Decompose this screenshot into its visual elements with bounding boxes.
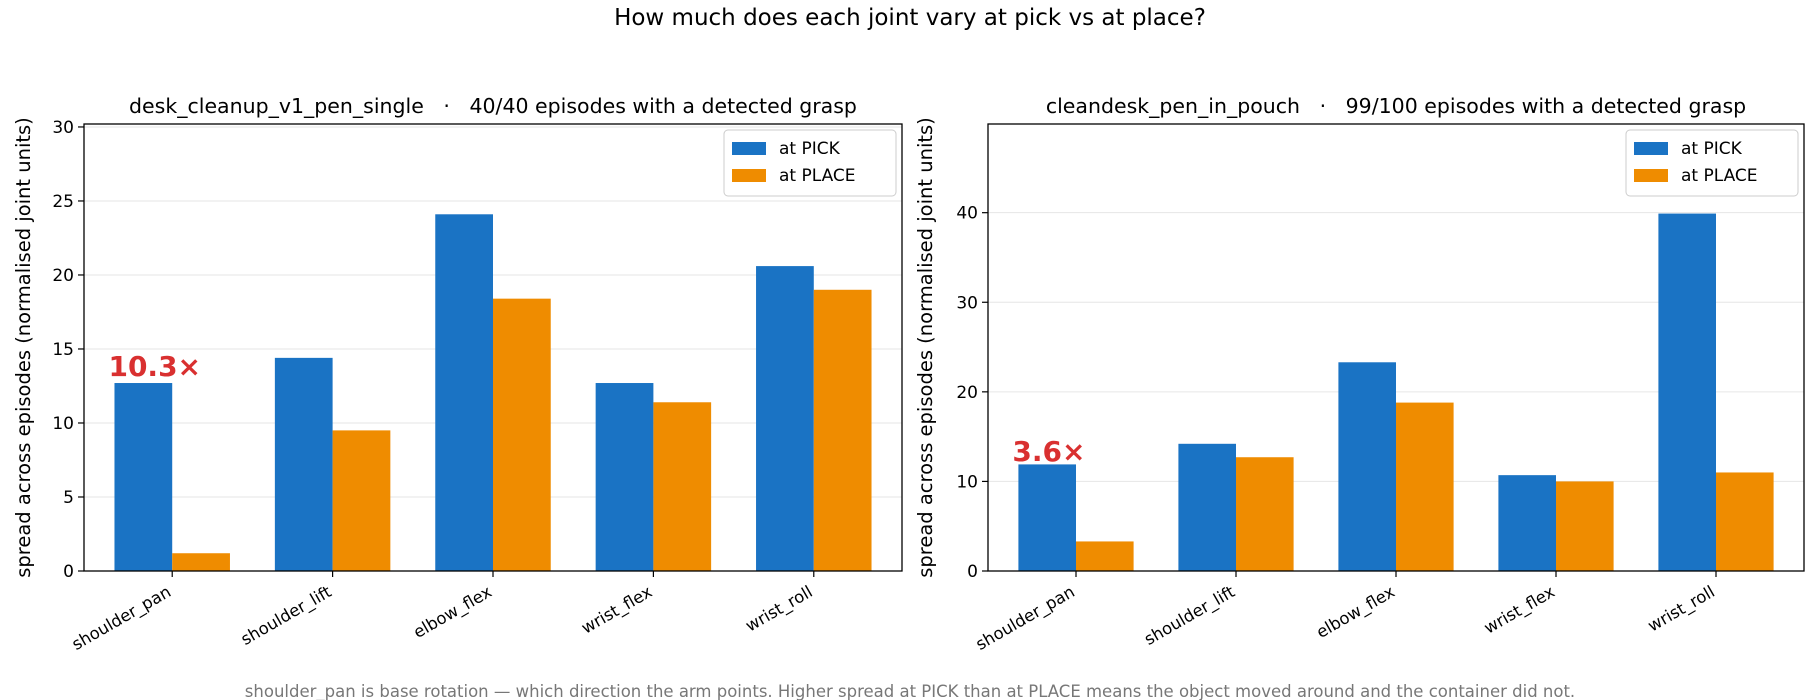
bar-pick bbox=[1018, 464, 1076, 571]
legend-swatch-place bbox=[732, 169, 766, 182]
x-tick-label: shoulder_lift bbox=[238, 582, 336, 650]
x-tick-label: elbow_flex bbox=[410, 582, 496, 643]
figure-suptitle: How much does each joint vary at pick vs… bbox=[614, 5, 1206, 31]
y-tick-label: 20 bbox=[52, 266, 74, 286]
y-tick-label: 0 bbox=[63, 562, 74, 582]
x-tick-label: shoulder_pan bbox=[69, 582, 175, 655]
x-tick-label: shoulder_lift bbox=[1141, 582, 1239, 650]
bar-place bbox=[653, 402, 712, 571]
y-tick-label: 30 bbox=[52, 118, 74, 138]
y-tick-label: 0 bbox=[967, 562, 978, 582]
y-tick-label: 20 bbox=[956, 383, 978, 403]
legend-swatch-pick bbox=[732, 142, 766, 155]
x-tick-label: wrist_flex bbox=[578, 582, 656, 639]
y-tick-label: 10 bbox=[956, 472, 978, 492]
chart-left: 0 5 10 15 20 25 30 shoulder_pan shoulder_lift elb… bbox=[12, 94, 903, 655]
figure-footnote: shoulder_pan is base rotation — which di… bbox=[245, 682, 1575, 700]
bar-pick bbox=[756, 266, 814, 571]
bar-place bbox=[332, 430, 391, 571]
bar-pick bbox=[1498, 475, 1556, 571]
bar-place bbox=[1076, 541, 1134, 571]
bar-place bbox=[1396, 402, 1454, 571]
legend: at PICK at PLACE bbox=[723, 129, 897, 197]
x-tick-label: elbow_flex bbox=[1313, 582, 1399, 643]
bar-place bbox=[1236, 457, 1294, 571]
ratio-annotation: 3.6× bbox=[1012, 435, 1085, 468]
bar-pick bbox=[114, 383, 173, 571]
legend-label-place: at PLACE bbox=[1681, 166, 1758, 186]
legend-label-pick: at PICK bbox=[1681, 139, 1743, 159]
legend: at PICK at PLACE bbox=[1625, 129, 1799, 197]
y-tick-label: 10 bbox=[52, 414, 74, 434]
bar-place bbox=[1716, 472, 1774, 571]
bar-pick bbox=[274, 357, 333, 571]
bar-pick bbox=[1338, 362, 1396, 571]
x-tick-label: wrist_roll bbox=[742, 582, 816, 636]
bar-pick bbox=[435, 214, 493, 571]
x-tick-label: wrist_flex bbox=[1481, 582, 1559, 639]
bar-place bbox=[813, 289, 872, 571]
legend-label-place: at PLACE bbox=[779, 166, 856, 186]
bar-place bbox=[172, 553, 230, 571]
x-tick-label: wrist_roll bbox=[1645, 582, 1719, 636]
y-axis-label: spread across episodes (normalised joint… bbox=[914, 117, 937, 578]
x-tick-label: shoulder_pan bbox=[972, 582, 1078, 655]
legend-swatch-pick bbox=[1634, 142, 1668, 155]
ratio-annotation: 10.3× bbox=[108, 350, 201, 383]
bar-place bbox=[493, 298, 551, 571]
y-axis-label: spread across episodes (normalised joint… bbox=[12, 117, 35, 578]
bar-pick bbox=[1658, 213, 1716, 571]
legend-box bbox=[723, 129, 897, 197]
legend-swatch-place bbox=[1634, 169, 1668, 182]
bar-place bbox=[1556, 481, 1614, 571]
y-tick-label: 5 bbox=[63, 488, 74, 508]
bar-pick bbox=[1178, 443, 1236, 571]
chart-right: 0 10 20 30 40 shoulder_pan shoulder_lift elbow_… bbox=[914, 94, 1805, 655]
y-tick-label: 15 bbox=[52, 340, 74, 360]
y-tick-label: 40 bbox=[956, 204, 978, 224]
subplot-title: desk_cleanup_v1_pen_single · 40/40 episo… bbox=[129, 94, 857, 119]
subplot-title: cleandesk_pen_in_pouch · 99/100 episodes… bbox=[1046, 94, 1746, 119]
legend-label-pick: at PICK bbox=[779, 139, 841, 159]
y-tick-label: 30 bbox=[956, 293, 978, 313]
legend-box bbox=[1625, 129, 1799, 197]
bar-pick bbox=[595, 383, 654, 571]
y-tick-label: 25 bbox=[52, 192, 74, 212]
